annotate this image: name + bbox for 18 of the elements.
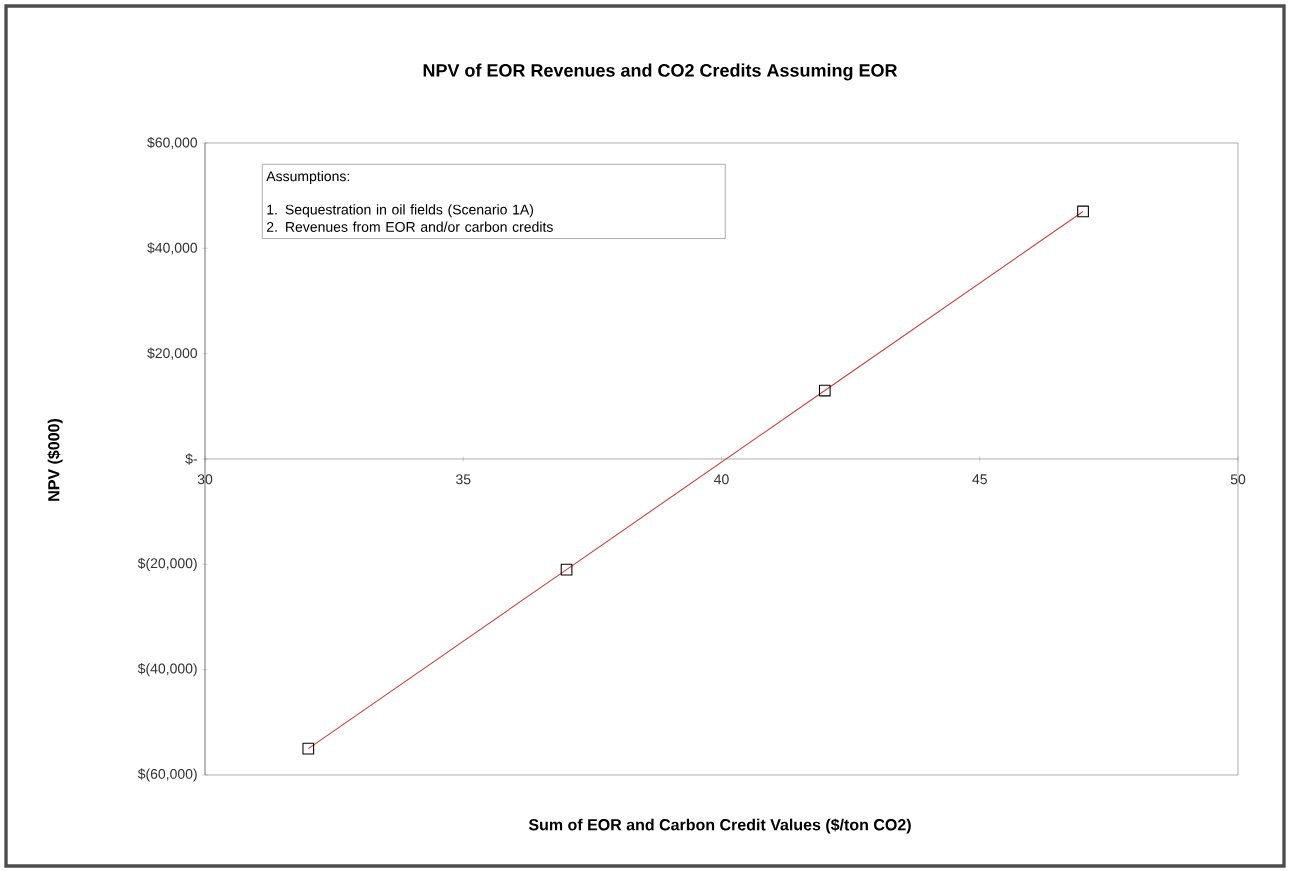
x-axis-title: Sum of EOR and Carbon Credit Values ($/ton CO2)	[528, 818, 911, 834]
y-tick-label: $(40,000)	[137, 663, 197, 677]
chart-title: NPV of EOR Revenues and CO2 Credits Assuming EOR	[423, 63, 898, 81]
annotation: Assumptions:	[266, 170, 350, 184]
y-tick-label: $40,000	[147, 242, 198, 255]
x-tick-label: 45	[972, 474, 987, 485]
x-tick-label: 35	[455, 474, 471, 485]
x-tick-label: 50	[1230, 474, 1246, 485]
y-tick-label: $60,000	[147, 136, 198, 150]
y-tick-label: $(20,000)	[137, 557, 197, 571]
annotation: 2. Revenues from EOR and/or carbon credits	[266, 221, 553, 232]
x-tick-label: 40	[714, 474, 729, 485]
y-axis-title: NPV ($000)	[47, 419, 63, 501]
y-tick-label: $-	[185, 453, 197, 465]
y-tick-label: $(60,000)	[137, 768, 197, 782]
x-tick-label: 30	[197, 474, 213, 485]
annotation: 1. Sequestration in oil fields (Scenario 1A)	[267, 204, 534, 218]
y-tick-label: $20,000	[147, 347, 198, 360]
